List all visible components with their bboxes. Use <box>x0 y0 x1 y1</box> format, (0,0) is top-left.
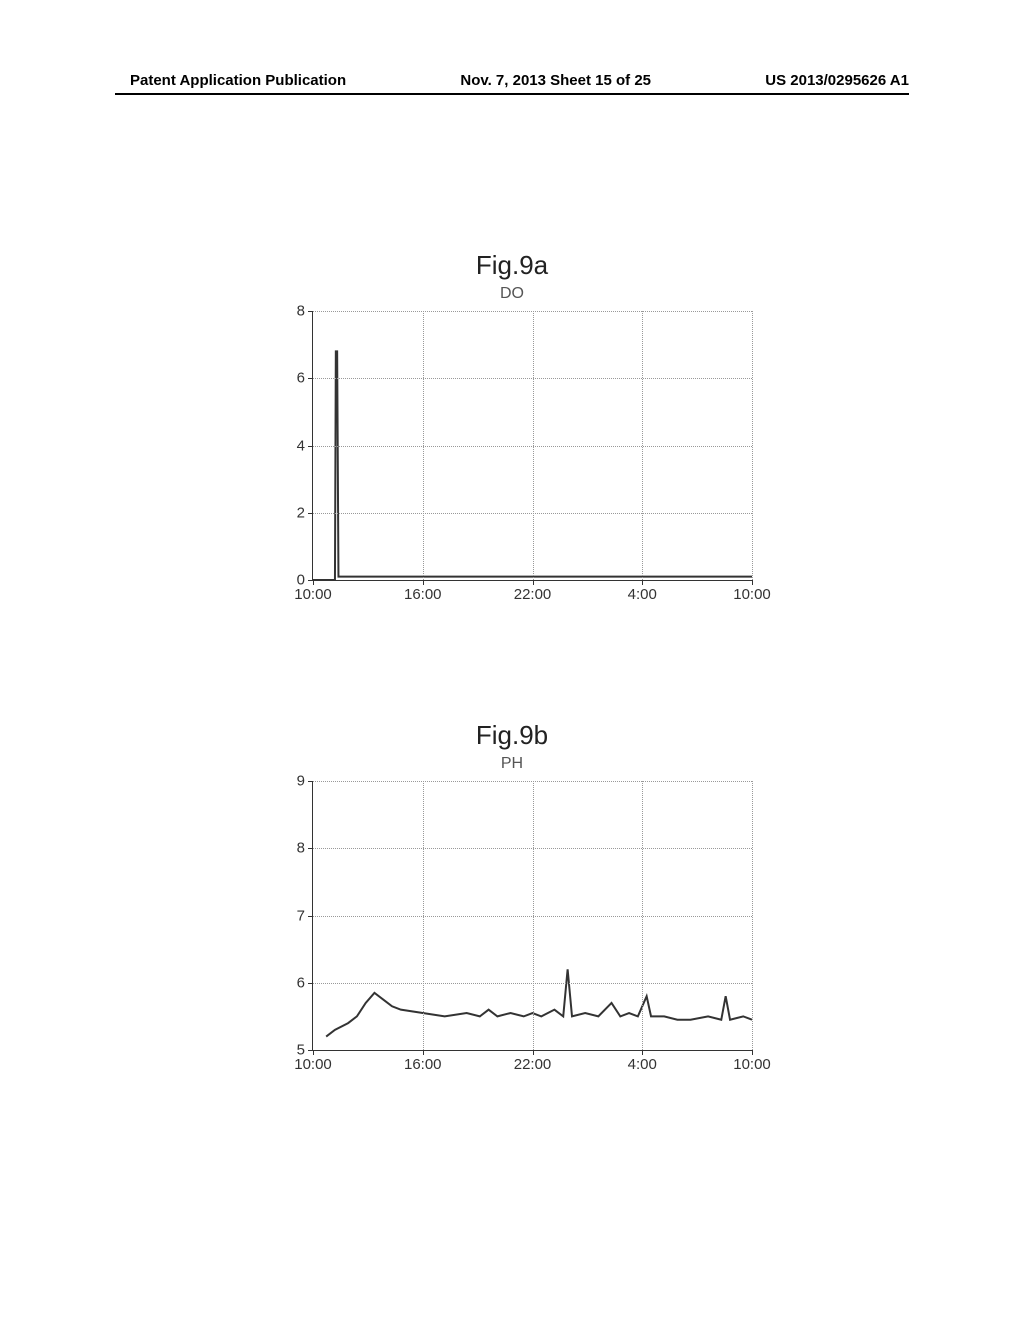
fig-9b-title: Fig.9b <box>272 720 752 751</box>
gridline-v <box>642 311 643 580</box>
data-series <box>326 969 752 1036</box>
x-axis-label: 10:00 <box>733 580 771 603</box>
gridline-v <box>642 781 643 1050</box>
figure-9a: Fig.9a DO 0246810:0016:0022:004:0010:00 <box>272 250 752 586</box>
fig-9a-title: Fig.9a <box>272 250 752 281</box>
gridline-v <box>423 311 424 580</box>
fig-9b-chart: 5678910:0016:0022:004:0010:00 <box>312 781 752 1051</box>
gridline-v <box>533 781 534 1050</box>
x-axis-label: 10:00 <box>294 1050 332 1073</box>
y-axis-label: 9 <box>297 773 313 790</box>
header-center: Nov. 7, 2013 Sheet 15 of 25 <box>460 72 651 89</box>
x-axis-label: 16:00 <box>404 1050 442 1073</box>
fig-9a-chart: 0246810:0016:0022:004:0010:00 <box>312 311 752 581</box>
gridline-v <box>533 311 534 580</box>
y-axis-label: 7 <box>297 907 313 924</box>
x-axis-label: 22:00 <box>514 1050 552 1073</box>
y-axis-label: 4 <box>297 437 313 454</box>
y-axis-label: 8 <box>297 840 313 857</box>
header-rule <box>115 93 909 95</box>
fig-9a-chart-wrapper: 0246810:0016:0022:004:0010:00 <box>272 311 752 581</box>
x-axis-label: 4:00 <box>628 1050 657 1073</box>
fig-9b-subtitle: PH <box>272 755 752 773</box>
x-axis-label: 10:00 <box>733 1050 771 1073</box>
y-axis-label: 2 <box>297 504 313 521</box>
y-axis-label: 6 <box>297 974 313 991</box>
header-right: US 2013/0295626 A1 <box>765 72 909 89</box>
x-axis-label: 16:00 <box>404 580 442 603</box>
figure-9b: Fig.9b PH 5678910:0016:0022:004:0010:00 <box>272 720 752 1056</box>
gridline-v <box>752 781 753 1050</box>
y-axis-label: 8 <box>297 303 313 320</box>
x-axis-label: 10:00 <box>294 580 332 603</box>
gridline-v <box>752 311 753 580</box>
y-axis-label: 6 <box>297 370 313 387</box>
fig-9a-subtitle: DO <box>272 285 752 303</box>
x-axis-label: 22:00 <box>514 580 552 603</box>
page-header: Patent Application Publication Nov. 7, 2… <box>0 72 1024 89</box>
x-axis-label: 4:00 <box>628 580 657 603</box>
header-left: Patent Application Publication <box>130 72 346 89</box>
fig-9b-chart-wrapper: 5678910:0016:0022:004:0010:00 <box>272 781 752 1051</box>
gridline-v <box>423 781 424 1050</box>
